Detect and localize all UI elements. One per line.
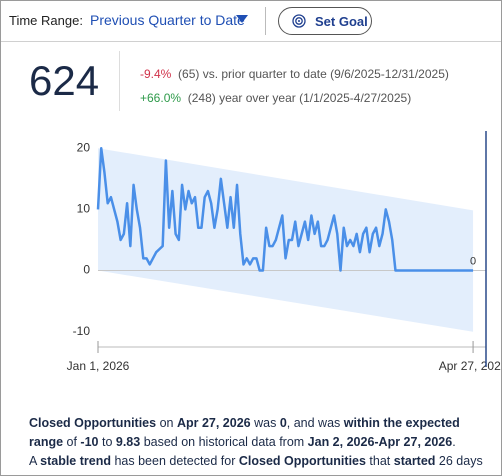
summary-emphasis: Jan 2, 2026-Apr 27, 2026 <box>307 435 453 449</box>
summary-text: has been detected for <box>110 454 239 468</box>
separator <box>119 51 120 111</box>
summary-line: Closed Opportunities on Apr 27, 2026 was… <box>29 414 489 452</box>
y-tick-label: 10 <box>77 202 91 216</box>
x-tick-label: Jan 1, 2026 <box>67 359 130 373</box>
summary-text: of <box>63 435 81 449</box>
summary-emphasis: stable trend <box>40 454 111 468</box>
summary-text: based on historical data from <box>140 435 308 449</box>
set-goal-label: Set Goal <box>315 14 368 29</box>
summary-text: , and was <box>286 416 344 430</box>
change-percent: -9.4% <box>140 67 172 81</box>
change-percent: +66.0% <box>140 91 182 105</box>
summary-emphasis: Apr 27, 2026 <box>176 416 251 430</box>
summary-text: on <box>156 416 177 430</box>
summary-text: to <box>98 435 116 449</box>
summary-emphasis: -10 <box>80 435 99 449</box>
change-text: (65) vs. prior quarter to date (9/6/2025… <box>178 67 449 81</box>
chart: -10 0 10 20 Jan 1, 2026 Apr 27, 2026 0 <box>67 131 501 373</box>
set-goal-button[interactable]: Set Goal <box>278 7 372 35</box>
last-value-label: 0 <box>470 255 476 267</box>
y-tick-label: -10 <box>73 324 91 338</box>
summary-line: A stable trend has been detected for Clo… <box>29 452 489 475</box>
summary-text: that <box>365 454 394 468</box>
summary-text: . <box>452 435 456 449</box>
summary-emphasis: Closed Opportunities <box>238 454 366 468</box>
kpi-value: 624 <box>29 57 100 104</box>
y-tick-label: 0 <box>83 263 90 277</box>
summary-emphasis: 0 <box>279 416 287 430</box>
dropdown-arrow[interactable] <box>236 15 248 24</box>
x-tick-label: Apr 27, 2026 <box>439 359 501 373</box>
summary-text: 26 days ago. <box>29 454 483 475</box>
summary: Closed Opportunities on Apr 27, 2026 was… <box>29 414 489 475</box>
time-range-label: Time Range: <box>9 13 83 28</box>
summary-emphasis: within the expected range <box>29 416 464 449</box>
summary-emphasis: 9.83 <box>115 435 141 449</box>
separator <box>265 7 266 35</box>
summary-emphasis: started <box>393 454 436 468</box>
summary-emphasis: Closed Opportunities <box>29 416 157 430</box>
summary-text: was <box>250 416 280 430</box>
time-range-dropdown[interactable]: Previous Quarter to Date <box>90 12 245 28</box>
expected-range-band <box>98 148 474 332</box>
goal-icon <box>292 14 306 28</box>
summary-text: A <box>29 454 41 468</box>
change-row: -9.4% (65) vs. prior quarter to date (9/… <box>140 67 449 81</box>
y-tick-label: 20 <box>77 140 91 154</box>
change-text: (248) year over year (1/1/2025-4/27/2025… <box>187 91 412 105</box>
header: Time Range: Previous Quarter to Date Set… <box>1 1 501 42</box>
data-line <box>96 146 474 272</box>
change-row: +66.0% (248) year over year (1/1/2025-4/… <box>140 91 411 105</box>
